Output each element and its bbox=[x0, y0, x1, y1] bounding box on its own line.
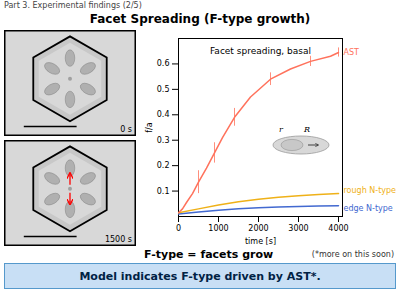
svg-text:0.5: 0.5 bbox=[157, 85, 170, 94]
svg-text:1500 s: 1500 s bbox=[105, 235, 132, 244]
svg-text:Facet spreading, basal: Facet spreading, basal bbox=[210, 46, 311, 56]
svg-text:rough N-type: rough N-type bbox=[344, 186, 397, 195]
svg-text:time [s]: time [s] bbox=[245, 237, 276, 246]
html-text:Part 3. Experimental findings: Part 3. Experimental findings (2/5) bbox=[4, 1, 142, 10]
svg-text:edge N-type: edge N-type bbox=[344, 204, 393, 213]
svg-text:R: R bbox=[303, 125, 310, 134]
svg-text:0.3: 0.3 bbox=[157, 136, 170, 145]
svg-text:2000: 2000 bbox=[248, 224, 268, 233]
svg-text:0.1: 0.1 bbox=[157, 187, 170, 196]
html-text:F-type = facets grow: F-type = facets grow bbox=[144, 248, 274, 261]
svg-text:0.4: 0.4 bbox=[157, 110, 170, 119]
svg-text:1000: 1000 bbox=[208, 224, 228, 233]
svg-text:r: r bbox=[279, 125, 284, 134]
svg-text:0 s: 0 s bbox=[120, 125, 132, 134]
svg-text:4000: 4000 bbox=[328, 224, 348, 233]
svg-text:3000: 3000 bbox=[288, 224, 308, 233]
svg-text:0.2: 0.2 bbox=[157, 161, 170, 170]
svg-text:f/a: f/a bbox=[145, 122, 154, 133]
svg-text:AST: AST bbox=[344, 48, 360, 57]
html-text:Facet Spreading (F-type growth: Facet Spreading (F-type growth) bbox=[89, 12, 311, 26]
svg-text:0: 0 bbox=[176, 224, 181, 233]
svg-text:0.6: 0.6 bbox=[157, 59, 170, 68]
html-text:Model indicates F-type driven: Model indicates F-type driven by AST*. bbox=[79, 270, 321, 283]
html-text:(*more on this soon): (*more on this soon) bbox=[311, 250, 394, 259]
